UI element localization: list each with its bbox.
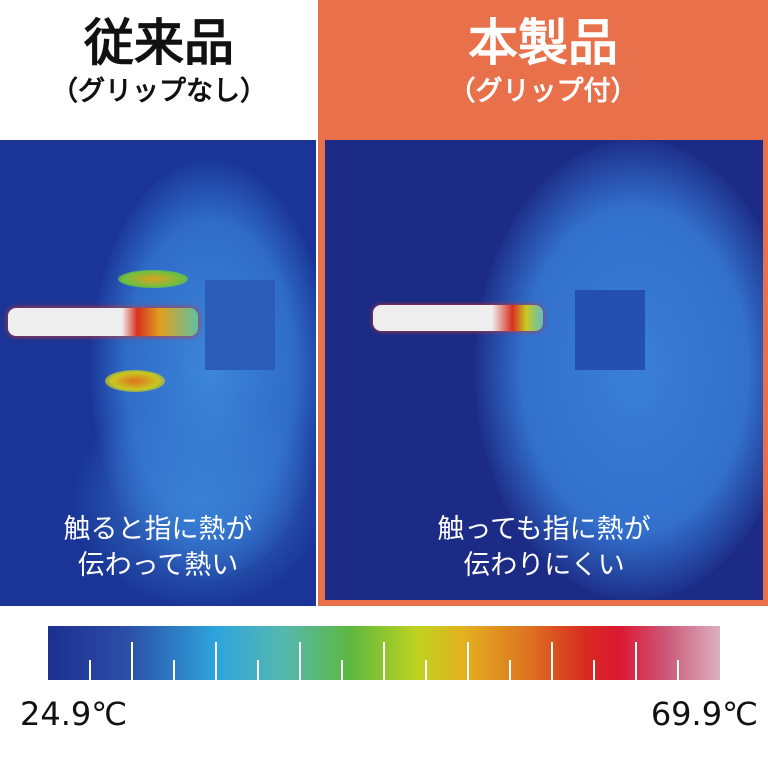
conventional-thermal-image: 触ると指に熱が 伝わって熱い <box>0 140 316 606</box>
scale-tick <box>299 642 301 680</box>
conventional-caption-2: 伝わって熱い <box>77 550 239 581</box>
scale-tick <box>89 660 91 680</box>
conventional-subtitle: （グリップなし） <box>51 76 267 107</box>
scale-tick <box>341 660 343 680</box>
product-caption-1: 触っても指に熱が <box>437 514 651 545</box>
conventional-header: 従来品 （グリップなし） <box>0 0 318 140</box>
product-subtitle: （グリップ付） <box>448 76 638 107</box>
scale-tick <box>593 660 595 680</box>
scale-tick <box>551 642 553 680</box>
scale-tick <box>509 660 511 680</box>
scale-tick <box>635 642 637 680</box>
product-thermal-image: 触っても指に熱が 伝わりにくい <box>325 140 763 600</box>
scale-tick <box>383 642 385 680</box>
product-title: 本製品 <box>468 14 618 72</box>
temperature-color-scale <box>48 626 720 680</box>
scale-tick <box>215 642 217 680</box>
scale-max-label: 69.9℃ <box>650 695 758 733</box>
scale-tick <box>257 660 259 680</box>
conventional-title: 従来品 <box>84 14 234 72</box>
scale-min-label: 24.9℃ <box>20 695 128 733</box>
scale-tick <box>677 660 679 680</box>
scale-tick <box>467 642 469 680</box>
scale-tick <box>425 660 427 680</box>
product-caption-2: 伝わりにくい <box>463 550 625 581</box>
scale-tick <box>173 660 175 680</box>
conventional-caption-1: 触ると指に熱が <box>63 514 253 545</box>
scale-tick <box>131 642 133 680</box>
product-header: 本製品 （グリップ付） <box>318 0 768 140</box>
